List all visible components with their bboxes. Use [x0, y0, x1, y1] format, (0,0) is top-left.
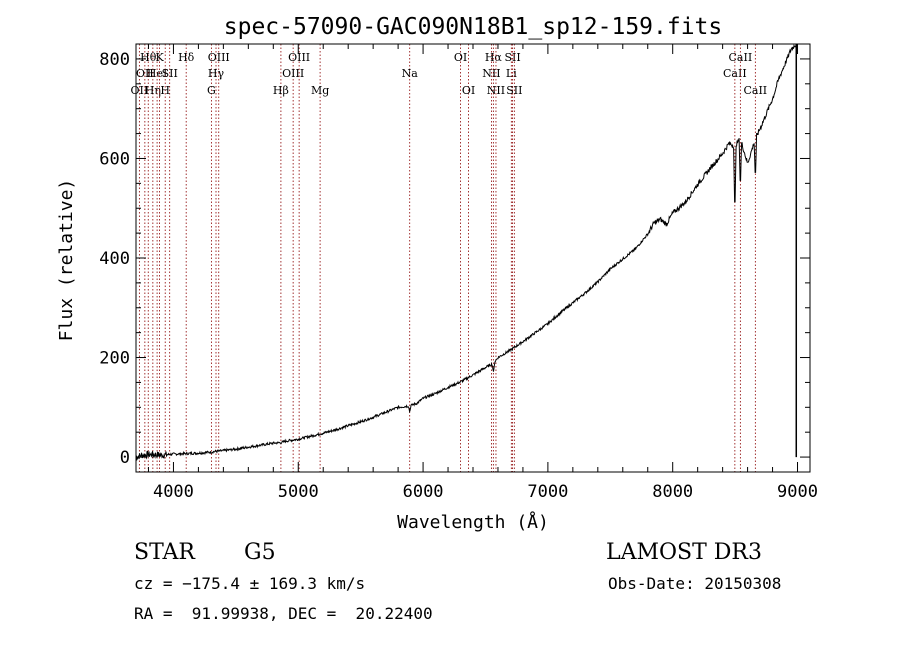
x-tick-label: 6000 — [403, 482, 444, 502]
obs-date: Obs-Date: 20150308 — [608, 574, 782, 593]
marker-label-23: SII — [504, 51, 520, 64]
marker-label-7: SII — [162, 67, 178, 80]
marker-label-5: K — [155, 51, 164, 64]
y-tick-label: 400 — [99, 249, 130, 269]
marker-label-12: Hβ — [273, 84, 289, 97]
marker-label-2: Hθ — [140, 51, 157, 64]
y-tick-label: 800 — [99, 50, 130, 70]
x-tick-label: 8000 — [652, 482, 693, 502]
series-group — [135, 43, 798, 461]
marker-label-15: Mg — [311, 84, 329, 97]
x-tick-label: 9000 — [777, 482, 818, 502]
marker-label-21: NII — [487, 84, 505, 97]
marker-label-0: OII — [131, 84, 149, 97]
marker-label-27: CaII — [743, 84, 767, 97]
marker-label-4: HeI — [147, 67, 167, 80]
marker-label-16: Na — [402, 67, 419, 80]
marker-label-3: Hη — [145, 84, 161, 97]
marker-label-10: Hγ — [208, 67, 225, 80]
marker-label-8: Hδ — [178, 51, 195, 64]
x-tick-label: 5000 — [278, 482, 319, 502]
spectrum-chart: spec-57090-GAC090N18B1_sp12-159.fits OII… — [56, 14, 818, 533]
y-tick-label: 200 — [99, 349, 130, 369]
marker-label-24: SII — [506, 84, 522, 97]
x-axis-label: Wavelength (Å) — [397, 511, 549, 533]
coordinates: RA = 91.99938, DEC = 20.22400 — [134, 604, 433, 623]
chart-title: spec-57090-GAC090N18B1_sp12-159.fits — [224, 14, 723, 40]
marker-label-22: Li — [506, 67, 517, 80]
marker-label-19: NII — [482, 67, 500, 80]
marker-label-14: OIII — [288, 51, 310, 64]
x-axis: 4000 5000 6000 7000 8000 9000 — [147, 44, 818, 502]
redshift-cz: cz = −175.4 ± 169.3 km/s — [134, 574, 366, 593]
marker-label-6: H — [160, 84, 170, 97]
x-tick-label: 7000 — [527, 482, 568, 502]
marker-label-17: OI — [454, 51, 467, 64]
x-tick-label: 4000 — [153, 482, 194, 502]
marker-label-9: G — [207, 84, 216, 97]
marker-label-26: CaII — [729, 51, 753, 64]
marker-label-1: OII — [136, 67, 154, 80]
y-tick-label: 600 — [99, 149, 130, 169]
plot-frame — [135, 43, 811, 473]
y-axis-label: Flux (relative) — [56, 179, 77, 342]
spectrum-line — [135, 43, 797, 461]
y-tick-label: 0 — [120, 448, 130, 468]
marker-label-25: CaII — [723, 67, 747, 80]
marker-label-11: OIII — [208, 51, 230, 64]
y-axis: 0 200 400 600 800 — [99, 50, 810, 468]
marker-label-18: OI — [462, 84, 475, 97]
object-subclass: G5 — [244, 540, 276, 565]
object-class: STAR — [134, 540, 195, 565]
line-markers: OIIOIIHθHηHeIKHSIIHδGHγOIIIHβOIIIOIIIMgN… — [131, 44, 767, 472]
survey-name: LAMOST DR3 — [606, 540, 762, 565]
marker-label-13: OIII — [282, 67, 304, 80]
marker-label-20: Hα — [485, 51, 503, 64]
